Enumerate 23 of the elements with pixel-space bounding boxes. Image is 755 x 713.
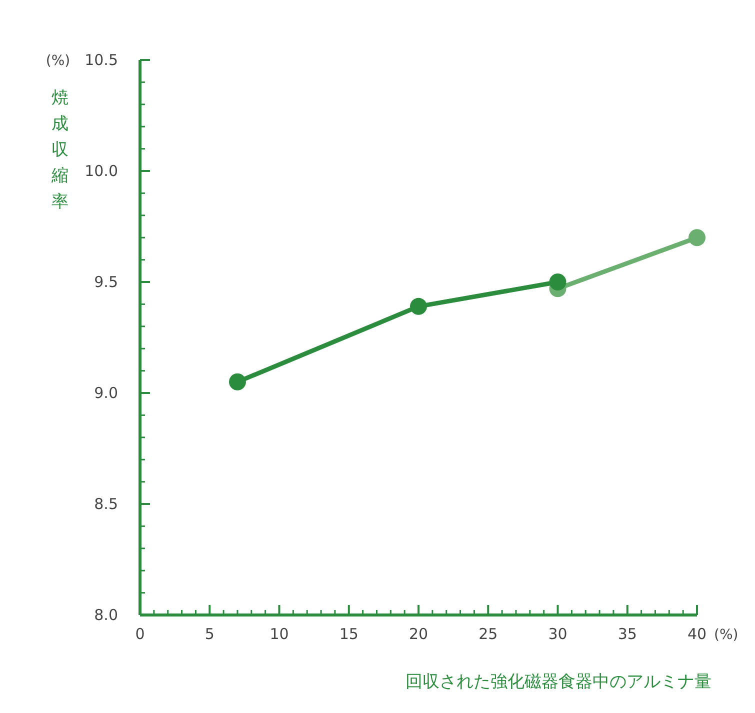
point xyxy=(228,373,246,390)
x-tick-label: 10 xyxy=(270,625,289,643)
x-tick-label: 20 xyxy=(408,625,428,643)
text: (%) xyxy=(46,53,70,69)
text: (%) xyxy=(714,627,738,643)
y-tick-label: 10.0 xyxy=(84,162,118,180)
x-tick-label: 5 xyxy=(204,625,214,643)
x-tick-label: 35 xyxy=(618,625,637,643)
x-axis-title: 回収された強化磁器食器中のアルミナ量 xyxy=(406,672,712,692)
y-tick-label: 10.5 xyxy=(84,51,118,69)
y-tick-label: 9.5 xyxy=(94,273,118,291)
x-tick-label: 0 xyxy=(135,625,145,643)
y-tick-label: 8.0 xyxy=(94,606,118,624)
x-tick-label: 30 xyxy=(548,625,568,643)
point xyxy=(549,274,566,290)
y-tick-label: 9.0 xyxy=(94,384,118,402)
point xyxy=(688,229,706,246)
point xyxy=(410,298,427,315)
y-tick-label: 8.5 xyxy=(94,495,118,513)
y-axis-title: 焼成収縮率 xyxy=(50,88,68,212)
x-tick-label: 25 xyxy=(478,625,498,643)
x-tick-label: 15 xyxy=(339,625,358,643)
x-tick-label: 40 xyxy=(687,625,707,643)
